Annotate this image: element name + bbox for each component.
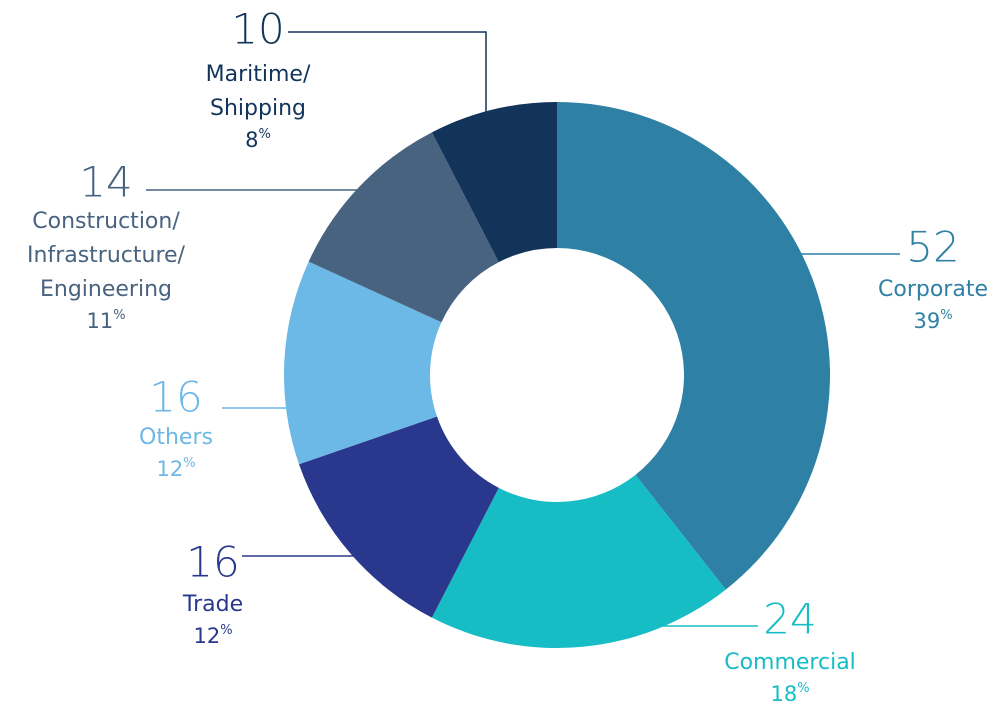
value-label: 16 [186, 538, 239, 587]
leader-line [288, 31, 487, 132]
category-label: Engineering [40, 277, 172, 302]
percent-unit: % [183, 456, 195, 471]
percent-label: 18% [770, 681, 809, 707]
percent-unit: % [940, 308, 952, 323]
slice [283, 261, 442, 465]
category-label: Shipping [210, 96, 306, 121]
category-label: Construction/ [32, 209, 180, 234]
value-label: 24 [763, 595, 816, 644]
percent-value: 11 [86, 309, 113, 333]
percent-unit: % [220, 623, 232, 638]
percent-value: 8 [245, 128, 258, 152]
percent-unit: % [113, 308, 125, 323]
percent-value: 39 [913, 309, 940, 333]
category-label: Maritime/ [206, 62, 311, 87]
percent-label: 39% [913, 308, 952, 334]
category-label: Others [139, 425, 213, 450]
percent-label: 12% [156, 456, 195, 482]
slice [308, 132, 499, 323]
category-label: Infrastructure/ [27, 243, 186, 268]
value-label: 52 [906, 223, 959, 272]
category-label: Trade [182, 592, 243, 617]
slice [557, 102, 830, 590]
slice [431, 102, 557, 263]
percent-unit: % [797, 681, 809, 696]
value-label: 16 [149, 373, 202, 422]
percent-value: 18 [770, 682, 797, 706]
category-label: Commercial [724, 650, 856, 675]
percent-label: 11% [86, 308, 125, 334]
percent-label: 8% [245, 127, 271, 153]
category-label: Corporate [878, 277, 988, 302]
percent-value: 12 [156, 457, 183, 481]
slice [431, 474, 726, 648]
value-label: 10 [231, 5, 284, 54]
value-label: 14 [79, 158, 132, 207]
slice [299, 416, 499, 618]
percent-unit: % [259, 127, 271, 142]
percent-value: 12 [193, 624, 220, 648]
percent-label: 12% [193, 623, 232, 649]
